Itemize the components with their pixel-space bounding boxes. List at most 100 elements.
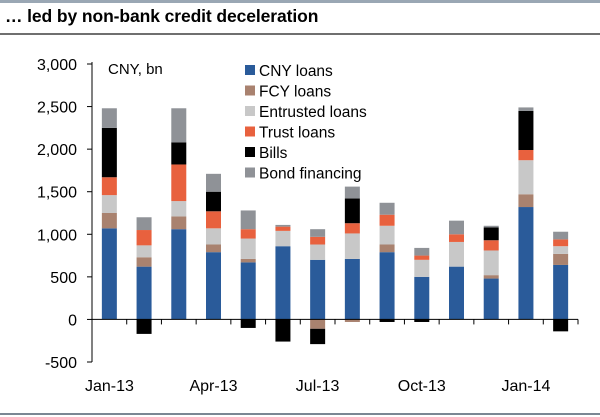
legend-label: CNY loans [259,63,333,80]
bar-segment-fcy-loans [379,244,395,253]
bar-segment-entrusted-loans [553,246,569,254]
bar-segment-cny-loans [275,246,291,320]
y-tick-label: -500 [45,355,77,372]
unit-label: CNY, bn [108,61,163,78]
bar-segment-trust-loans [275,226,291,231]
bar-segment-trust-loans [483,240,499,251]
bars-layer [101,107,569,345]
bar-segment-bond-financing [553,231,569,240]
bar-segment-bills [136,319,152,334]
legend: CNY loans FCY loans Entrusted loans Trust l… [245,63,367,183]
y-tick-label: 2,500 [37,100,77,117]
y-tick-label: 1,500 [37,185,77,202]
bar-segment-trust-loans [379,214,395,226]
bar-segment-cny-loans [240,262,256,320]
bottom-rule [0,413,600,415]
legend-label: Entrusted loans [259,104,367,121]
bar-segment-fcy-loans [171,216,187,230]
bar-segment-fcy-loans [483,275,499,279]
bar-segment-trust-loans [414,255,430,260]
bar-segment-trust-loans [240,229,256,239]
bar-segment-bills [101,127,117,178]
y-tick-label: 2,000 [37,142,77,159]
bar-segment-entrusted-loans [206,228,221,245]
axes-layer [87,62,579,363]
bar-segment-fcy-loans [101,213,117,229]
bar-segment-trust-loans [310,236,326,245]
bar-segment-entrusted-loans [483,250,499,276]
legend-swatch-bond-financing [245,167,255,178]
bar-segment-bills [553,319,569,332]
bar-segment-bills [171,142,187,165]
bar-segment-fcy-loans [206,244,221,253]
bar-segment-cny-loans [206,252,221,320]
bar-segment-bills [206,191,221,212]
bar-segment-bond-financing [379,202,395,215]
y-tick-label: 3,000 [37,57,77,74]
legend-swatch-bills [245,147,255,157]
x-tick-label: Oct-13 [398,378,446,395]
bar-segment-bond-financing [449,220,464,235]
bar-segment-entrusted-loans [518,160,534,195]
bar-segment-entrusted-loans [344,233,360,259]
bar-segment-bond-financing [206,173,221,192]
bar-segment-entrusted-loans [449,241,464,267]
bar-segment-bond-financing [310,229,326,237]
bar-segment-entrusted-loans [240,238,256,259]
bar-segment-bills [240,319,256,328]
bar-segment-bond-financing [136,217,152,231]
bar-segment-cny-loans [414,276,430,320]
bar-segment-bills [344,198,360,224]
bar-segment-cny-loans [101,228,117,320]
bar-segment-cny-loans [449,266,464,320]
top-rule [0,0,600,3]
legend-label: Trust loans [259,125,335,142]
bar-segment-bills [414,319,430,322]
bar-segment-entrusted-loans [310,244,326,260]
bar-segment-bond-financing [240,210,256,230]
bar-segment-entrusted-loans [101,195,117,213]
bar-segment-bond-financing [171,108,187,143]
bar-segment-cny-loans [136,266,152,320]
bar-segment-cny-loans [171,229,187,320]
bar-segment-bills [379,319,395,322]
bar-segment-cny-loans [379,252,395,320]
legend-swatch-trust-loans [245,126,255,137]
bar-segment-trust-loans [136,230,152,246]
bar-segment-entrusted-loans [136,245,152,258]
bar-segment-cny-loans [553,264,569,320]
legend-label: Bills [259,145,288,162]
bar-segment-fcy-loans [553,253,569,265]
y-tick-label: 500 [50,270,77,287]
bar-segment-trust-loans [101,177,117,196]
legend-swatch-entrusted-loans [245,106,255,116]
y-tick-label: 0 [68,312,77,329]
bar-segment-bond-financing [101,108,117,128]
y-axis-labels: 3,000 2,500 2,000 1,500 1,000 500 0 -500 [37,57,77,372]
bar-segment-fcy-loans [240,258,256,263]
x-tick-label: Jul-13 [296,378,340,395]
bar-segment-cny-loans [483,278,499,320]
legend-swatch-fcy-loans [245,85,255,96]
bar-segment-bills [518,110,534,150]
x-axis-labels: Jan-13 Apr-13 Jul-13 Oct-13 Jan-14 [85,378,551,395]
bar-segment-trust-loans [171,164,187,202]
bar-segment-cny-loans [344,258,360,320]
bar-segment-trust-loans [206,211,221,229]
bar-segment-entrusted-loans [414,259,430,277]
bar-segment-entrusted-loans [171,201,187,217]
bar-segment-cny-loans [518,207,534,320]
bar-segment-fcy-loans [518,194,534,208]
bar-segment-fcy-loans [310,319,326,329]
bar-segment-fcy-loans [136,257,152,267]
legend-label: FCY loans [259,84,331,101]
chart-title: … led by non-bank credit deceleration [5,6,319,26]
bar-segment-entrusted-loans [379,225,395,245]
bar-segment-trust-loans [344,223,360,234]
legend-swatch-cny-loans [245,65,255,75]
bar-segment-bills [275,319,291,342]
bar-segment-entrusted-loans [275,230,291,247]
bar-segment-bills [483,227,499,241]
bar-segment-bond-financing [483,225,499,228]
